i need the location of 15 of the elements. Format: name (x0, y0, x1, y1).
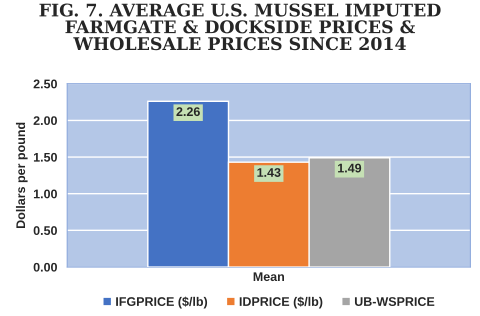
y-tick-label: 2.50 (34, 80, 57, 88)
y-axis-title: Dollars per pound (16, 122, 28, 228)
legend-label: UB-WSPRICE (354, 297, 434, 306)
x-tick-label: Mean (254, 272, 284, 282)
y-tick-label: 2.00 (34, 116, 57, 126)
data-label: 1.43 (257, 168, 281, 177)
data-label: 2.26 (176, 107, 200, 116)
y-tick-label: 1.50 (34, 152, 57, 162)
legend-label: IDPRICE ($/lb) (240, 296, 322, 308)
data-label: 1.49 (338, 164, 362, 173)
y-tick-label: 0.00 (34, 262, 57, 272)
y-tick-label: 0.50 (34, 226, 57, 236)
chart-title: FIG. 7. AVERAGE U.S. MUSSEL IMPUTED FARMGATE & DOCKSIDE PRICES & WHOLESALE PRICES SINCE 2014 (39, 3, 441, 50)
legend-label: IFGPRICE ($/lb) (116, 296, 208, 308)
y-tick-label: 1.00 (34, 190, 57, 198)
